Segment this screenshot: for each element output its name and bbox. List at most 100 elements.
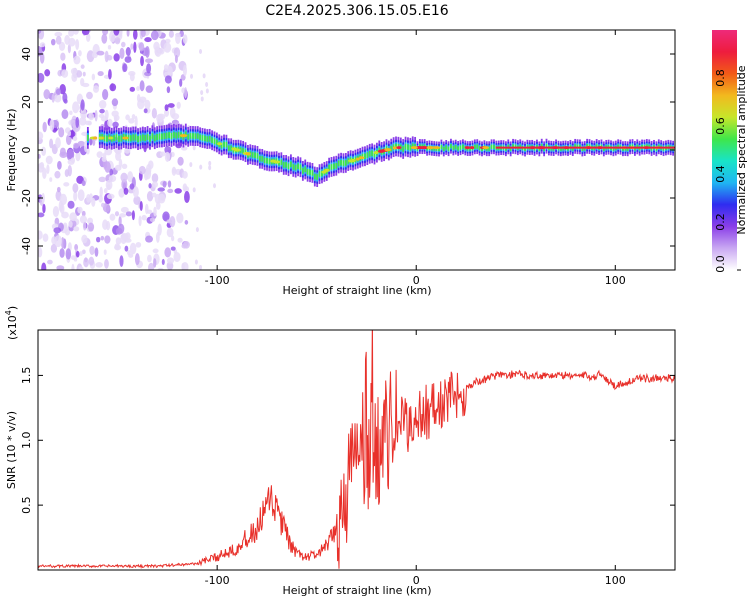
spectrogram-noise-cell bbox=[57, 160, 62, 170]
spectrogram-ridge-cell bbox=[311, 170, 314, 176]
spectrogram-noise-cell bbox=[81, 210, 86, 217]
spectrogram-noise-cell bbox=[109, 213, 116, 221]
spectrogram-noise-cell bbox=[100, 235, 105, 241]
spectrogram-noise-cell bbox=[99, 108, 105, 114]
spectrogram-noise-cell bbox=[77, 206, 83, 214]
spectrogram-noise-cell bbox=[182, 183, 188, 192]
spectrogram-ridge-cell bbox=[211, 137, 213, 143]
y-tick-label: 20 bbox=[20, 95, 33, 109]
spectrogram-ridge-cell bbox=[122, 136, 129, 140]
spectrogram-noise-cell bbox=[54, 170, 61, 179]
spectrogram-noise-cell bbox=[184, 220, 189, 225]
spectrogram-ridge-cell bbox=[402, 146, 405, 152]
spectrogram-ridge-cell bbox=[251, 152, 254, 158]
spectrogram-noise-cell bbox=[41, 262, 47, 270]
spectrogram-noise-cell bbox=[144, 37, 152, 43]
spectrogram-noise-cell bbox=[102, 152, 107, 160]
spectrogram-ridge-cell bbox=[165, 132, 168, 139]
spectrogram-ridge-cell bbox=[199, 134, 202, 141]
spectrogram-noise-cell bbox=[146, 63, 152, 74]
spectrogram-noise-cell bbox=[166, 219, 173, 224]
spectrogram-noise-cell bbox=[133, 41, 137, 53]
spectrogram-noise-cell bbox=[79, 215, 88, 224]
spectrogram-noise-cell bbox=[130, 43, 134, 50]
spectrogram-ridge-cell bbox=[493, 144, 495, 149]
spectrogram-ridge-cell bbox=[242, 148, 245, 154]
snr-multiplier-label: (x104) bbox=[4, 306, 19, 340]
spectrogram-noise-cell bbox=[182, 170, 188, 179]
spectrogram-noise-cell bbox=[54, 31, 63, 37]
spectrogram-noise-cell bbox=[67, 165, 72, 177]
spectrogram-noise-cell bbox=[73, 226, 80, 232]
spectrogram-ridge-cell bbox=[410, 146, 418, 150]
spectrogram-noise-cell bbox=[136, 94, 141, 103]
spectrogram-noise-cell bbox=[151, 181, 159, 188]
spectrogram-noise-cell bbox=[42, 121, 47, 133]
spectrogram-noise-cell bbox=[181, 262, 185, 270]
spectrogram-noise-cell bbox=[151, 192, 157, 198]
spectrogram-ridge-cell bbox=[524, 146, 526, 152]
spectrogram-noise-cell bbox=[71, 72, 78, 82]
spectrogram-noise-cell bbox=[208, 165, 212, 171]
spectrogram-noise-cell bbox=[200, 96, 204, 102]
spectrogram-x-axis-label: Height of straight line (km) bbox=[282, 284, 431, 297]
spectrogram-noise-cell bbox=[158, 47, 165, 55]
spectrogram-ridge-cell bbox=[137, 136, 139, 143]
spectrogram-noise-cell bbox=[138, 42, 145, 52]
spectrogram-noise-cell bbox=[177, 156, 184, 166]
spectrogram-ridge-cell bbox=[306, 169, 309, 175]
spectrogram-ridge-cell bbox=[459, 145, 462, 150]
spectrogram-noise-cell bbox=[136, 86, 141, 91]
spectrogram-noise-cell bbox=[147, 254, 152, 263]
spectrogram-noise-cell bbox=[107, 118, 113, 127]
spectrogram-noise-cell bbox=[67, 159, 75, 165]
spectrogram-ridge-cell bbox=[113, 135, 116, 142]
spectrogram-noise-cell bbox=[113, 53, 120, 62]
spectrogram-noise-cell bbox=[76, 175, 84, 184]
spectrogram-noise-cell bbox=[164, 151, 171, 163]
spectrogram-noise-cell bbox=[109, 83, 117, 92]
spectrogram-noise-cell bbox=[145, 58, 154, 64]
spectrogram-noise-cell bbox=[151, 173, 159, 183]
spectrogram-noise-cell bbox=[68, 37, 76, 47]
colorbar-tick-label: 0.2 bbox=[714, 213, 727, 231]
spectrogram-noise-cell bbox=[164, 108, 170, 117]
spectrogram-noise-cell bbox=[119, 255, 124, 267]
spectrogram-noise-cell bbox=[150, 30, 159, 41]
spectrogram-noise-cell bbox=[183, 241, 190, 249]
spectrogram-noise-cell bbox=[124, 147, 131, 154]
spectrogram-noise-cell bbox=[139, 201, 143, 211]
spectrogram-noise-cell bbox=[55, 137, 61, 149]
spectrogram-noise-cell bbox=[54, 93, 62, 103]
spectrogram-ridge-cell bbox=[464, 146, 471, 150]
spectrogram-noise-cell bbox=[119, 213, 127, 218]
spectrogram-noise-cell bbox=[189, 162, 193, 168]
spectrogram-ridge-cell bbox=[149, 135, 151, 142]
spectrogram-noise-cell bbox=[44, 69, 51, 77]
spectrogram-noise-cell bbox=[168, 30, 174, 38]
spectrogram-ridge-cell bbox=[454, 145, 457, 150]
spectrogram-ridge-cell bbox=[254, 152, 256, 158]
spectrogram-ridge-cell bbox=[602, 146, 605, 151]
y-tick-label: -40 bbox=[20, 237, 33, 255]
spectrogram-ridge-cell bbox=[153, 135, 156, 142]
spectrogram-noise-cell bbox=[39, 42, 46, 48]
spectrogram-noise-cell bbox=[54, 235, 63, 248]
spectrogram-noise-cell bbox=[65, 248, 72, 260]
spectrogram-ridge-cell bbox=[132, 134, 135, 141]
spectrogram-noise-cell bbox=[96, 151, 103, 158]
spectrogram-ridge-cell bbox=[179, 134, 188, 138]
spectrogram-ridge-cell bbox=[330, 164, 333, 170]
snr-multiplier-exponent: 4 bbox=[4, 310, 13, 315]
spectrogram-ridge-cell bbox=[445, 145, 448, 150]
spectrogram-ridge-cell bbox=[612, 146, 615, 151]
spectrogram-ridge-cell bbox=[662, 146, 665, 151]
spectrogram-noise-cell bbox=[192, 145, 196, 151]
x-tick-label: 100 bbox=[605, 574, 626, 587]
spectrogram-noise-cell bbox=[88, 256, 95, 266]
spectrogram-noise-cell bbox=[38, 72, 45, 83]
spectrogram-noise-cell bbox=[91, 73, 96, 81]
spectrogram-noise-cell bbox=[164, 247, 172, 258]
spectrogram-noise-cell bbox=[124, 56, 132, 63]
spectrogram-noise-cell bbox=[125, 211, 133, 217]
